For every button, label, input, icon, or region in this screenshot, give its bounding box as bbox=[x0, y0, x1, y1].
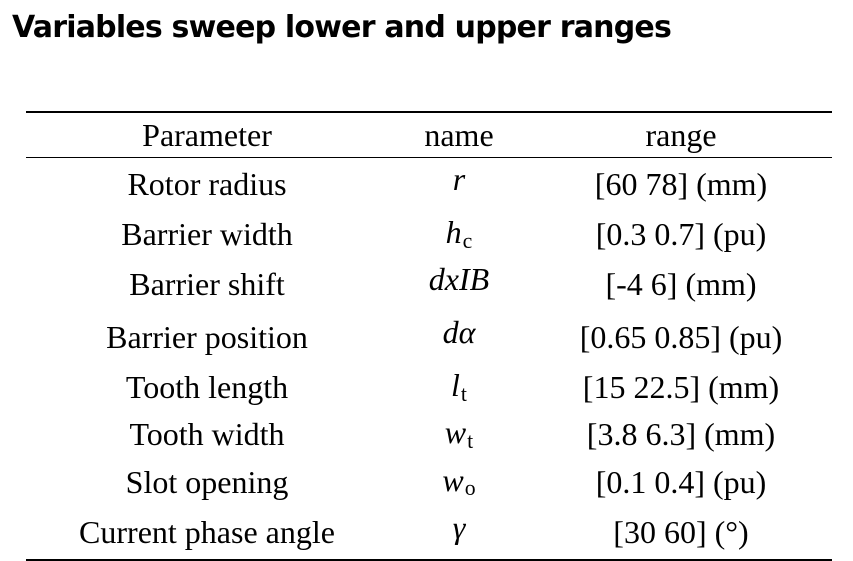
symbol: lt bbox=[451, 366, 467, 406]
symbol: hc bbox=[445, 213, 473, 253]
table-row: Rotor radius r [60 78] (mm) bbox=[26, 158, 832, 211]
range-cell: [60 78] (mm) bbox=[594, 165, 768, 202]
page-title: Variables sweep lower and upper ranges bbox=[12, 10, 672, 45]
symbol-cell: wo bbox=[388, 459, 530, 506]
parameter-cell: Barrier shift bbox=[129, 265, 285, 302]
symbol-cell: dα bbox=[388, 311, 530, 364]
symbol-cell: hc bbox=[388, 211, 530, 258]
symbol-base: l bbox=[451, 366, 460, 403]
symbol-subscript: t bbox=[467, 428, 474, 453]
symbol-cell: wt bbox=[388, 411, 530, 458]
symbol: dα bbox=[442, 314, 476, 350]
symbol-base: h bbox=[445, 213, 462, 250]
parameter-cell: Barrier position bbox=[106, 318, 308, 355]
table-row: Barrier position dα [0.65 0.85] (pu) bbox=[26, 311, 832, 364]
symbol-subscript: t bbox=[460, 381, 467, 406]
table-header: Parameter name range bbox=[26, 112, 832, 158]
range-cell: [15 22.5] (mm) bbox=[582, 368, 780, 405]
parameter-cell: Barrier width bbox=[121, 215, 293, 252]
range-cell: [3.8 6.3] (mm) bbox=[586, 416, 776, 453]
parameter-cell: Rotor radius bbox=[127, 165, 287, 202]
symbol: dxIB bbox=[428, 261, 490, 298]
parameter-cell: Current phase angle bbox=[79, 513, 335, 550]
symbol: γ bbox=[452, 509, 466, 546]
parameter-table-container: Parameter name range Rotor radius r [60 … bbox=[26, 111, 832, 561]
table-row: Tooth width wt [3.8 6.3] (mm) bbox=[26, 411, 832, 458]
symbol-cell: lt bbox=[388, 364, 530, 411]
header-name: name bbox=[424, 117, 494, 153]
symbol-base: w bbox=[444, 414, 467, 451]
parameter-cell: Slot opening bbox=[125, 463, 289, 500]
range-cell: [30 60] (°) bbox=[613, 513, 749, 550]
range-cell: [0.3 0.7] (pu) bbox=[595, 215, 767, 252]
symbol: wt bbox=[444, 414, 474, 453]
parameter-table: Parameter name range Rotor radius r [60 … bbox=[26, 111, 832, 561]
symbol-cell: γ bbox=[388, 506, 530, 560]
table-row: Barrier width hc [0.3 0.7] (pu) bbox=[26, 211, 832, 258]
parameter-cell: Tooth length bbox=[125, 368, 289, 405]
range-cell: [0.1 0.4] (pu) bbox=[595, 463, 767, 500]
symbol: wo bbox=[442, 461, 476, 501]
symbol-cell: dxIB bbox=[388, 258, 530, 311]
symbol-subscript: o bbox=[464, 476, 476, 501]
symbol-base: w bbox=[442, 461, 464, 498]
header-row: Parameter name range bbox=[26, 112, 832, 158]
range-cell: [-4 6] (mm) bbox=[605, 265, 757, 302]
header-range: range bbox=[645, 117, 717, 153]
symbol-subscript: c bbox=[462, 228, 473, 253]
table-body: Rotor radius r [60 78] (mm) Barrier widt… bbox=[26, 158, 832, 560]
table-row: Current phase angle γ [30 60] (°) bbox=[26, 506, 832, 560]
range-cell: [0.65 0.85] (pu) bbox=[579, 318, 783, 355]
symbol: r bbox=[452, 161, 466, 197]
table-row: Barrier shift dxIB [-4 6] (mm) bbox=[26, 258, 832, 311]
header-parameter: Parameter bbox=[142, 117, 272, 153]
table-row: Tooth length lt [15 22.5] (mm) bbox=[26, 364, 832, 411]
table-row: Slot opening wo [0.1 0.4] (pu) bbox=[26, 459, 832, 506]
parameter-cell: Tooth width bbox=[129, 416, 285, 453]
symbol-cell: r bbox=[388, 158, 530, 211]
